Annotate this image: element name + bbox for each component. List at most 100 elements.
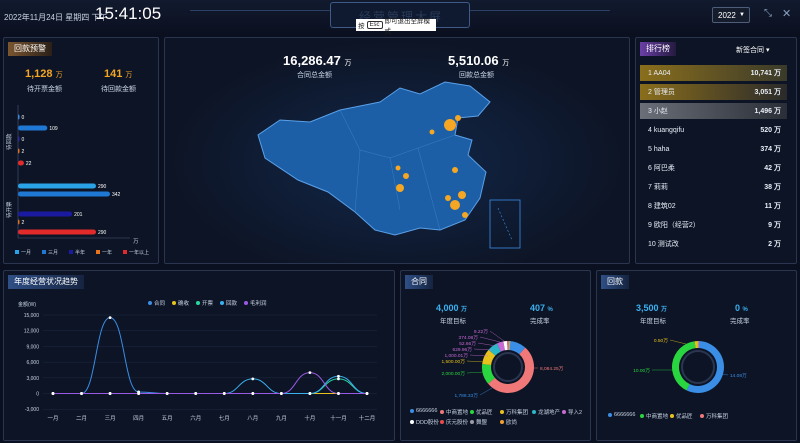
map-dot[interactable]: [450, 200, 460, 210]
ranking-row[interactable]: 3 小赵 1,496 万: [640, 103, 787, 119]
legend-item[interactable]: 中商置地: [440, 408, 468, 416]
aging-bar[interactable]: [18, 229, 97, 235]
aging-bar[interactable]: [18, 160, 24, 166]
ranking-row[interactable]: 7 莉莉 38 万: [640, 179, 787, 195]
ranking-row[interactable]: 2 管理员 3,051 万: [640, 84, 787, 100]
trend-series-line[interactable]: [53, 378, 368, 395]
uncollected-unit: 万: [125, 72, 133, 79]
donut-slice[interactable]: [503, 341, 508, 351]
trend-point[interactable]: [251, 377, 255, 381]
donut-slice[interactable]: [482, 349, 496, 365]
legend-item[interactable]: 6666666: [410, 408, 437, 414]
esc-tip-prefix: 按: [358, 23, 365, 30]
map-dot[interactable]: [455, 115, 461, 121]
legend-item[interactable]: 庆元股份: [440, 418, 468, 426]
donut-slice[interactable]: [507, 341, 509, 351]
trend-point[interactable]: [365, 392, 369, 395]
donut-slice[interactable]: [488, 343, 501, 356]
trend-legend-item[interactable]: 确收: [172, 299, 189, 307]
donut-slice[interactable]: [694, 341, 698, 349]
year-select[interactable]: 2022 ▼: [712, 7, 750, 23]
trend-point[interactable]: [194, 392, 198, 395]
china-map[interactable]: [250, 80, 540, 260]
trend-point[interactable]: [51, 392, 55, 395]
trend-point[interactable]: [308, 371, 312, 374]
legend-item[interactable]: 龙湖地产: [532, 408, 560, 416]
collection-rate-label: 完成率: [730, 318, 750, 325]
legend-item[interactable]: 万科集团: [500, 408, 528, 416]
donut-slice[interactable]: [672, 341, 696, 391]
close-icon[interactable]: ✕: [782, 8, 792, 20]
trend-y-tick: -3,000: [25, 407, 39, 413]
ranking-row[interactable]: 5 haha 374 万: [640, 141, 787, 157]
ranking-row[interactable]: 1 AA04 10,741 万: [640, 65, 787, 81]
trend-point[interactable]: [108, 392, 112, 395]
trend-point[interactable]: [222, 392, 226, 395]
trend-point[interactable]: [308, 392, 312, 395]
ranking-name: 3 小赵: [648, 108, 668, 115]
donut-slice[interactable]: [488, 347, 534, 393]
map-borders: [339, 109, 456, 231]
aging-legend-label: 半年: [75, 249, 85, 256]
uncollected-value: 141: [104, 68, 123, 80]
map-dot[interactable]: [395, 165, 401, 171]
aging-bar[interactable]: [18, 191, 110, 197]
map-dot[interactable]: [462, 212, 468, 218]
trend-point[interactable]: [337, 374, 340, 378]
trend-legend-item[interactable]: 合同: [148, 299, 165, 307]
map-dot[interactable]: [444, 119, 456, 131]
donut-slice[interactable]: [686, 341, 724, 393]
donut-slice[interactable]: [508, 341, 526, 355]
ranking-row[interactable]: 9 欧阳（经营2） 9 万: [640, 217, 787, 233]
fullscreen-exit-icon[interactable]: ⤡: [764, 8, 772, 19]
aging-bar[interactable]: [18, 125, 48, 131]
trend-series-line[interactable]: [53, 372, 367, 395]
aging-bar[interactable]: [18, 183, 97, 189]
ranking-row[interactable]: 6 阿巴柔 42 万: [640, 160, 787, 176]
legend-item[interactable]: 优品匠: [470, 408, 493, 416]
aging-bar[interactable]: [18, 136, 20, 142]
map-dot[interactable]: [396, 184, 404, 192]
ranking-type-select[interactable]: 新签合同 ▾: [736, 45, 769, 55]
donut-slice[interactable]: [497, 341, 505, 352]
legend-item[interactable]: 中商置地: [640, 412, 668, 420]
map-dot[interactable]: [403, 173, 409, 179]
legend-item[interactable]: 舞盟: [470, 418, 487, 426]
trend-legend-item[interactable]: 毛利润: [244, 299, 267, 307]
aging-bar[interactable]: [18, 114, 20, 120]
aging-bar[interactable]: [18, 148, 20, 154]
legend-item[interactable]: 万科集团: [700, 412, 728, 420]
legend-item[interactable]: 6666666: [608, 412, 635, 418]
trend-legend-item[interactable]: 开票: [196, 299, 213, 307]
legend-item[interactable]: 优品匠: [670, 412, 693, 420]
ranking-row[interactable]: 10 测试改 2 万: [640, 236, 787, 252]
map-dot[interactable]: [429, 129, 435, 135]
trend-point[interactable]: [137, 392, 141, 395]
header-divider-right: [470, 10, 610, 11]
donut-slice[interactable]: [697, 341, 699, 349]
trend-point[interactable]: [337, 377, 340, 381]
ranking-row[interactable]: 4 kuangqifu 520 万: [640, 122, 787, 138]
legend-item[interactable]: DDD股份: [410, 418, 439, 426]
trend-point[interactable]: [165, 392, 169, 395]
legend-item[interactable]: 欧尚: [500, 418, 517, 426]
aging-bar[interactable]: [18, 211, 73, 217]
trend-series-line[interactable]: [53, 375, 368, 395]
trend-point[interactable]: [279, 392, 283, 395]
trend-legend-item[interactable]: 回款: [220, 299, 237, 307]
trend-point[interactable]: [80, 392, 83, 395]
map-dot[interactable]: [445, 195, 451, 201]
trend-point[interactable]: [251, 392, 255, 395]
trend-series-line[interactable]: [53, 317, 367, 395]
donut-slice[interactable]: [508, 341, 511, 351]
map-dot[interactable]: [452, 167, 458, 173]
donut-slice[interactable]: [482, 363, 495, 384]
trend-point[interactable]: [108, 316, 112, 320]
donut-slice[interactable]: [508, 341, 510, 351]
legend-item[interactable]: 导入2: [562, 408, 582, 416]
aging-bar[interactable]: [18, 219, 20, 225]
ranking-value: 42 万: [764, 165, 781, 172]
map-dot[interactable]: [458, 191, 466, 199]
trend-point[interactable]: [337, 392, 340, 395]
ranking-row[interactable]: 8 建筑02 11 万: [640, 198, 787, 214]
